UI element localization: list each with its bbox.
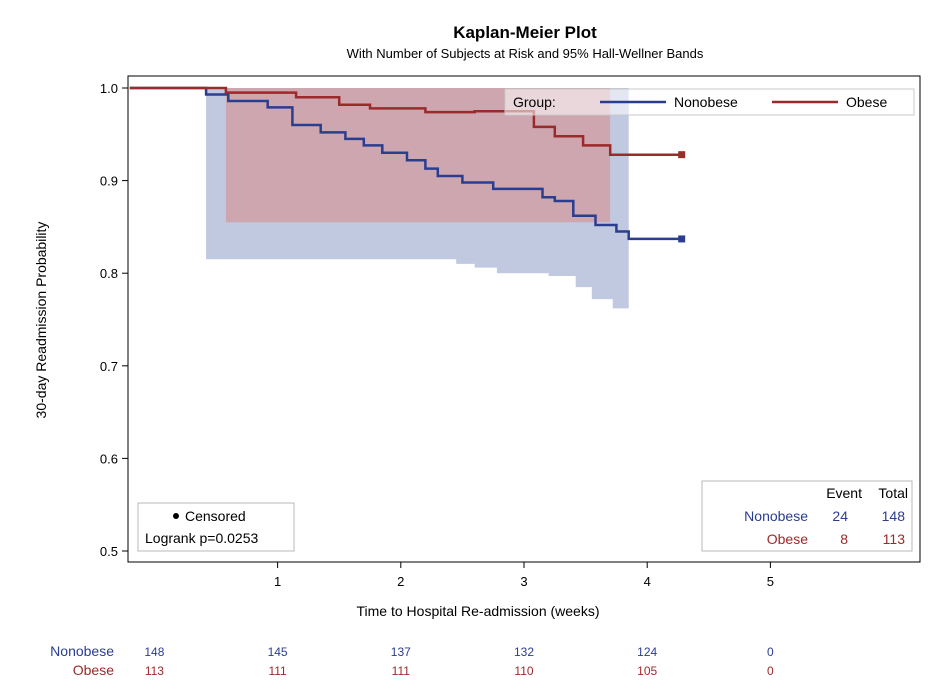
event-table-box	[701, 480, 913, 552]
x-tick-label: 4	[644, 574, 651, 589]
x-tick-label: 2	[397, 574, 404, 589]
censored-label: Censored	[185, 508, 246, 524]
at-risk-count-obese: 0	[767, 664, 774, 678]
x-axis-label: Time to Hospital Re-admission (weeks)	[357, 603, 600, 619]
at-risk-label-nonobese: Nonobese	[50, 643, 114, 659]
censor-marker-nonobese	[678, 235, 686, 243]
y-tick-label: 0.8	[100, 266, 118, 281]
x-tick-label: 1	[274, 574, 281, 589]
at-risk-label-obese: Obese	[73, 662, 114, 678]
event-row-nonobese-event: 24	[832, 508, 848, 524]
at-risk-count-obese: 110	[514, 664, 533, 678]
at-risk-count-obese: 113	[145, 664, 164, 678]
y-axis-label: 30-day Readmission Probability	[33, 222, 49, 419]
event-row-obese-total: 113	[883, 531, 906, 547]
curve-obese	[129, 86, 682, 156]
at-risk-table: Nonobese Obese 148 145 137 132 124 0 113 111 111…	[50, 643, 774, 678]
x-axis-ticks: 1 2 3 4 5	[274, 562, 774, 589]
legend: Group: Nonobese Obese	[504, 88, 915, 116]
censored-inset: Censored Logrank p=0.0253	[137, 502, 295, 552]
at-risk-count-nonobese: 124	[637, 645, 657, 659]
censor-marker-obese	[678, 151, 686, 159]
confidence-bands	[206, 88, 629, 318]
event-table: Event Total Nonobese 24 148 Obese 8 113	[701, 480, 913, 552]
logrank-text: Logrank p=0.0253	[145, 530, 258, 546]
at-risk-count-nonobese: 145	[268, 645, 288, 659]
event-row-nonobese-total: 148	[882, 508, 906, 524]
y-tick-label: 1.0	[100, 81, 118, 96]
chart-subtitle: With Number of Subjects at Risk and 95% …	[347, 46, 704, 61]
legend-title: Group:	[513, 94, 556, 110]
survival-curves	[129, 86, 686, 243]
y-tick-label: 0.6	[100, 451, 118, 466]
event-row-obese-group: Obese	[767, 531, 808, 547]
y-tick-label: 0.9	[100, 174, 118, 189]
legend-box	[504, 88, 915, 116]
legend-label-nonobese: Nonobese	[674, 94, 738, 110]
at-risk-count-obese: 105	[637, 664, 657, 678]
event-row-nonobese-group: Nonobese	[744, 508, 808, 524]
at-risk-count-obese: 111	[392, 664, 411, 678]
y-tick-label: 0.5	[100, 544, 118, 559]
at-risk-count-nonobese: 132	[514, 645, 534, 659]
chart-title: Kaplan-Meier Plot	[453, 23, 597, 42]
curve-nonobese	[129, 86, 682, 241]
event-header: Event	[826, 485, 862, 501]
censored-marker-icon	[173, 513, 179, 519]
total-header: Total	[878, 485, 908, 501]
legend-label-obese: Obese	[846, 94, 887, 110]
at-risk-count-nonobese: 137	[391, 645, 411, 659]
at-risk-count-nonobese: 148	[144, 645, 164, 659]
y-tick-label: 0.7	[100, 359, 118, 374]
x-tick-label: 5	[767, 574, 774, 589]
at-risk-count-obese: 111	[268, 664, 287, 678]
at-risk-count-nonobese: 0	[767, 645, 774, 659]
x-tick-label: 3	[520, 574, 527, 589]
event-row-obese-event: 8	[840, 531, 848, 547]
y-axis-ticks: 0.5 0.6 0.7 0.8 0.9 1.0	[100, 81, 128, 559]
censored-inset-box	[137, 502, 295, 552]
